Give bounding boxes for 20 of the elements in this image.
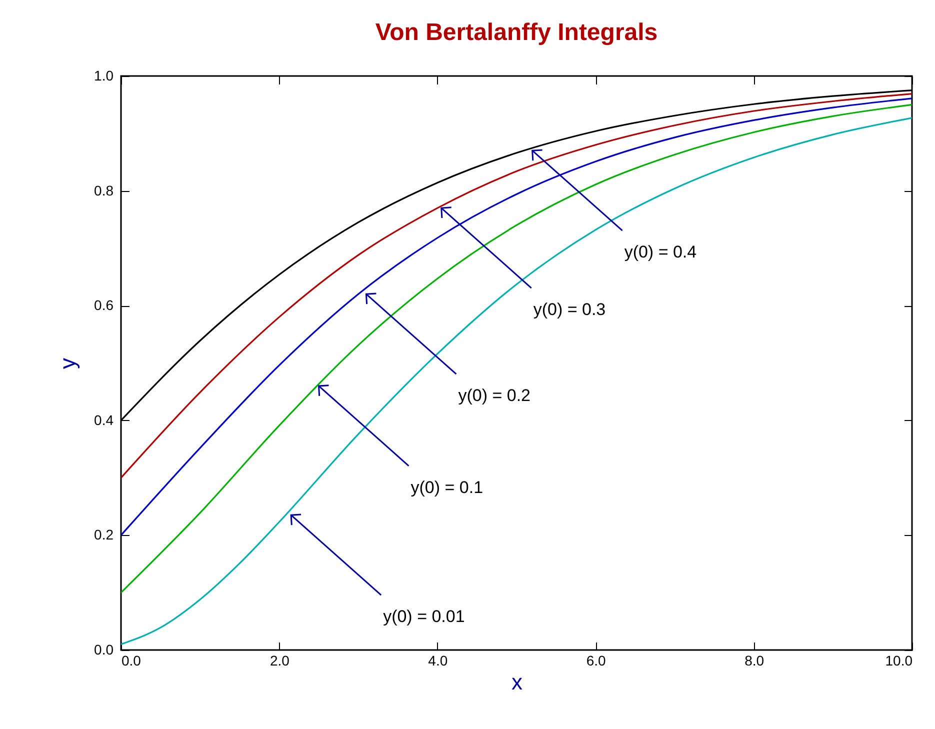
y-tick-label: 0.0 [94, 642, 114, 658]
x-tick-label: 8.0 [744, 652, 764, 668]
y-tick-label: 1.0 [94, 68, 114, 84]
x-tick-label: 0.0 [122, 652, 142, 668]
x-tick-label: 6.0 [586, 652, 606, 668]
annotation: y(0) = 0.2 [458, 386, 531, 406]
annotation: y(0) = 0.3 [533, 300, 606, 320]
y-axis-title: y [55, 358, 80, 369]
chart-title: Von Bertalanffy Integrals [375, 19, 658, 46]
y-tick-label: 0.6 [94, 297, 114, 314]
annotation: y(0) = 0.1 [410, 478, 484, 497]
annotation: y(0) = 0.01 [383, 607, 465, 626]
x-tick-label: 4.0 [428, 652, 448, 668]
x-tick-label: 10.0 [885, 652, 913, 668]
annotation: y(0) = 0.4 [624, 242, 697, 262]
y-tick-label: 0.2 [94, 526, 114, 543]
x-axis-title: x [512, 670, 522, 694]
x-tick-label: 2.0 [270, 652, 290, 668]
y-tick-label: 0.8 [94, 182, 114, 198]
y-tick-label: 0.4 [94, 412, 114, 428]
